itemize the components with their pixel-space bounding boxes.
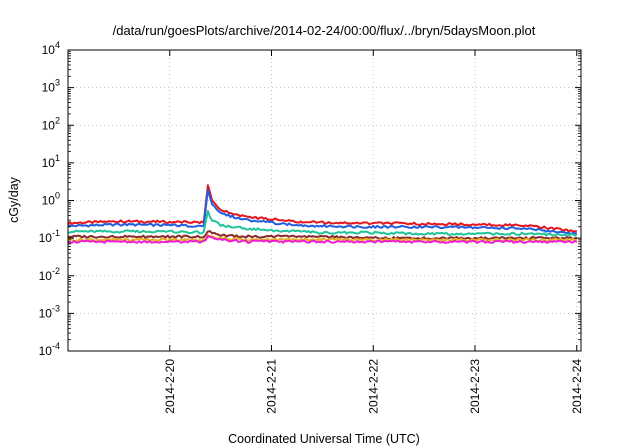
y-tick-base: 10 xyxy=(39,344,53,358)
y-tick-base: 10 xyxy=(39,231,53,245)
y-tick-exponent: -3 xyxy=(52,303,60,313)
y-tick-label: 100 xyxy=(42,191,60,208)
axis-ticks: 10-410-310-210-11001011021031042014-2-20… xyxy=(39,40,584,414)
y-tick-base: 10 xyxy=(42,81,56,95)
y-tick-base: 10 xyxy=(42,43,56,57)
x-axis-label: Coordinated Universal Time (UTC) xyxy=(228,432,420,446)
y-tick-label: 104 xyxy=(42,40,60,57)
series-line xyxy=(67,234,578,244)
y-tick-label: 101 xyxy=(42,153,60,170)
series-line xyxy=(67,188,578,236)
y-tick-label: 10-1 xyxy=(39,228,60,245)
y-tick-label: 102 xyxy=(42,115,60,132)
y-tick-label: 10-4 xyxy=(39,341,60,358)
y-tick-base: 10 xyxy=(42,156,56,170)
x-tick-label: 2014-2-21 xyxy=(265,359,279,414)
series-lines xyxy=(67,184,578,244)
x-tick-label: 2014-2-22 xyxy=(366,359,380,414)
y-tick-base: 10 xyxy=(39,306,53,320)
y-tick-base: 10 xyxy=(39,269,53,283)
series-line xyxy=(67,234,577,242)
y-tick-exponent: 0 xyxy=(55,191,60,201)
y-tick-base: 10 xyxy=(42,118,56,132)
y-axis-label: cGy/day xyxy=(7,176,21,223)
y-tick-exponent: 1 xyxy=(55,153,60,163)
series-line xyxy=(67,209,578,237)
series-line xyxy=(67,184,577,233)
x-tick-label: 2014-2-23 xyxy=(468,359,482,414)
x-tick-label: 2014-2-20 xyxy=(163,359,177,414)
y-tick-label: 10-2 xyxy=(39,266,60,283)
y-tick-exponent: 2 xyxy=(55,115,60,125)
series-line xyxy=(67,230,577,241)
y-tick-exponent: 4 xyxy=(55,40,60,50)
y-tick-label: 103 xyxy=(42,78,60,95)
grid-lines xyxy=(68,50,581,351)
y-tick-exponent: 3 xyxy=(55,78,60,88)
y-tick-exponent: -1 xyxy=(52,228,60,238)
y-tick-base: 10 xyxy=(42,194,56,208)
y-tick-label: 10-3 xyxy=(39,303,60,320)
y-tick-exponent: -2 xyxy=(52,266,60,276)
x-tick-label: 2014-2-24 xyxy=(570,359,584,414)
y-tick-exponent: -4 xyxy=(52,341,60,351)
chart-title: /data/run/goesPlots/archive/2014-02-24/0… xyxy=(113,23,536,38)
